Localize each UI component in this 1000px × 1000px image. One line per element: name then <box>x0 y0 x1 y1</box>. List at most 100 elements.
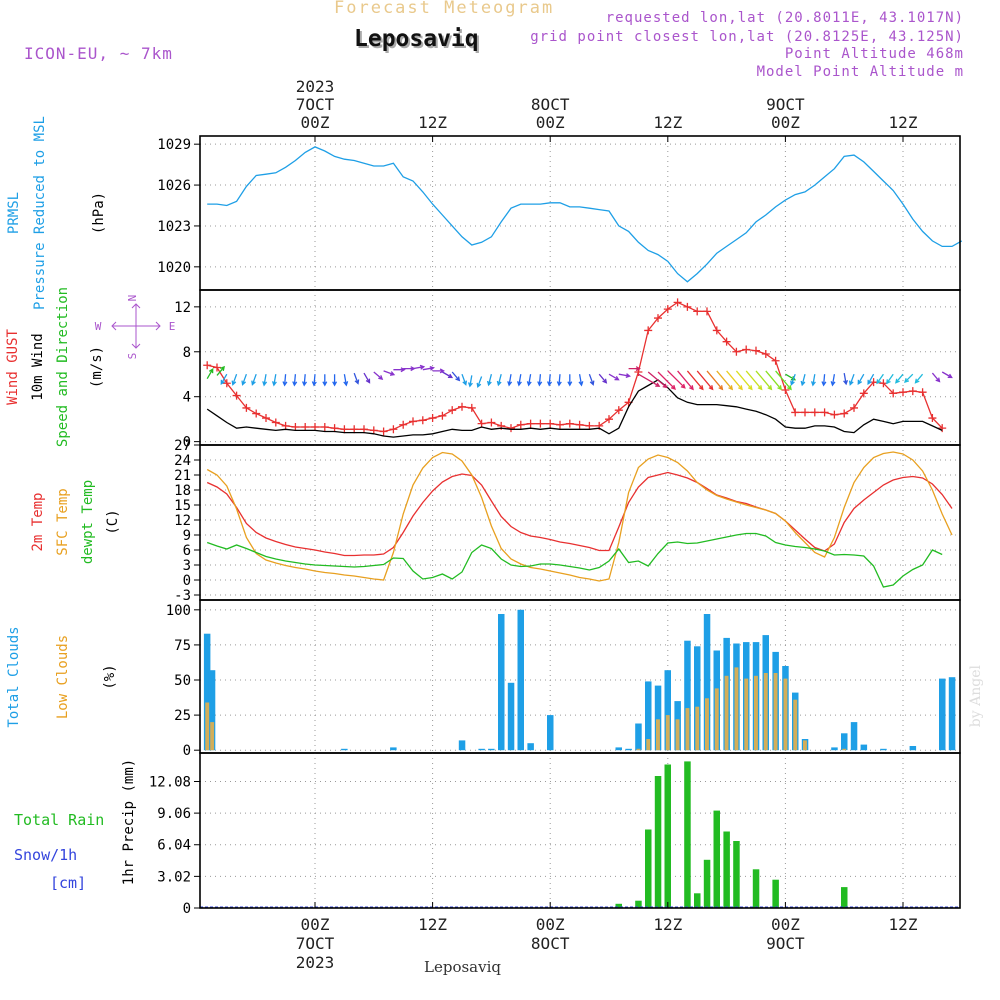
wind-arrow <box>790 373 796 386</box>
point-altitude: Point Altitude 468m <box>784 46 964 62</box>
wind-arrow <box>931 372 941 383</box>
wind-arrow <box>271 374 277 387</box>
rain-label: Total Rain <box>14 811 104 829</box>
bar <box>860 744 868 751</box>
wind-arrow <box>467 375 473 388</box>
bar <box>694 893 701 908</box>
bar <box>734 667 739 751</box>
wind-arrow <box>578 374 584 387</box>
data-point <box>262 414 270 423</box>
wind-arrow <box>821 374 827 387</box>
data-point <box>536 419 545 428</box>
wind-arrow <box>451 371 461 382</box>
bar <box>664 670 671 751</box>
footer-station: Leposaviq <box>424 958 501 976</box>
wind-arrow <box>383 370 396 376</box>
series-line <box>206 451 953 582</box>
data-point <box>389 425 398 434</box>
data-point <box>820 408 829 417</box>
data-point <box>899 388 907 397</box>
y-tick-label: 0 <box>183 743 191 759</box>
wind-arrow <box>904 373 914 383</box>
y-tick-label: 1023 <box>157 219 191 235</box>
bar <box>803 740 807 751</box>
data-point <box>428 414 437 423</box>
wind-arrow <box>507 374 513 387</box>
y-tick-label: 1029 <box>157 137 191 153</box>
wind-arrow <box>726 370 743 391</box>
wind-arrow <box>216 365 225 376</box>
data-point <box>458 402 466 411</box>
data-point <box>918 388 927 397</box>
panel-frame <box>199 599 961 754</box>
y-tick-label: 15 <box>174 498 191 514</box>
wind-arrow <box>353 372 360 385</box>
y-tick-label: 100 <box>166 603 191 619</box>
y-tick-label: 9.06 <box>157 806 191 822</box>
data-point <box>722 337 731 346</box>
wind-arrow <box>241 373 248 386</box>
data-point <box>369 426 378 435</box>
bar <box>733 841 740 908</box>
data-point <box>379 427 388 436</box>
grid-point-coords: grid point closest lon,lat (20.8125E, 43… <box>530 29 964 45</box>
wind-arrow <box>598 373 608 384</box>
wind-arrow <box>432 368 445 374</box>
panel-label: Total Clouds <box>6 626 22 727</box>
data-point <box>556 420 564 429</box>
data-point <box>350 425 359 434</box>
panel-frame <box>199 444 961 601</box>
y-tick-label: 50 <box>174 673 191 689</box>
data-point <box>683 302 692 311</box>
bar <box>713 810 720 908</box>
temperature-panel <box>194 444 961 601</box>
model-point-altitude: Model Point Altitude m <box>756 64 964 80</box>
bar <box>615 747 622 751</box>
y-tick-label: 1020 <box>157 260 191 276</box>
wind-arrow <box>667 370 686 389</box>
bar <box>939 678 946 751</box>
wind-arrow <box>800 374 806 387</box>
wind-arrow <box>775 370 792 391</box>
bar <box>625 748 632 751</box>
data-point <box>301 423 310 432</box>
y-tick-label: 0 <box>183 435 191 451</box>
data-point <box>467 403 476 412</box>
wind-arrow <box>282 374 288 387</box>
time-label-top: 00Z <box>536 113 565 132</box>
time-label-top: 7OCT <box>296 95 335 114</box>
time-label-top: 12Z <box>889 113 918 132</box>
bar <box>684 761 691 908</box>
data-point <box>418 416 427 425</box>
bar <box>205 702 210 751</box>
bar <box>341 748 348 751</box>
panel-label: (C) <box>105 509 121 534</box>
time-label-top: 12Z <box>653 113 682 132</box>
data-point <box>712 326 721 335</box>
bar <box>203 633 211 751</box>
snow-label: Snow/1h <box>14 846 77 864</box>
panel-label: Speed and Direction <box>55 287 71 447</box>
wind-arrow <box>810 374 816 387</box>
data-point <box>585 421 594 430</box>
wind-arrow <box>496 374 502 387</box>
data-point <box>703 307 711 316</box>
wind-arrow <box>843 372 849 386</box>
bar <box>675 719 680 751</box>
data-point <box>859 389 868 398</box>
y-tick-label: 6.04 <box>157 838 191 854</box>
wind-arrow <box>677 370 694 391</box>
time-label-bottom: 7OCT <box>296 934 335 953</box>
data-point <box>507 424 515 433</box>
data-point <box>399 420 408 429</box>
data-point <box>801 408 809 417</box>
wind-arrow <box>220 373 228 385</box>
wind-arrow <box>412 364 426 370</box>
data-point <box>291 423 300 432</box>
pressure-panel <box>194 135 963 291</box>
precip-unit-label: 1hr Precip (mm) <box>121 759 137 885</box>
wind-arrow <box>857 373 865 385</box>
bar <box>478 748 485 751</box>
bar <box>517 609 524 751</box>
panel-frame <box>199 752 961 909</box>
